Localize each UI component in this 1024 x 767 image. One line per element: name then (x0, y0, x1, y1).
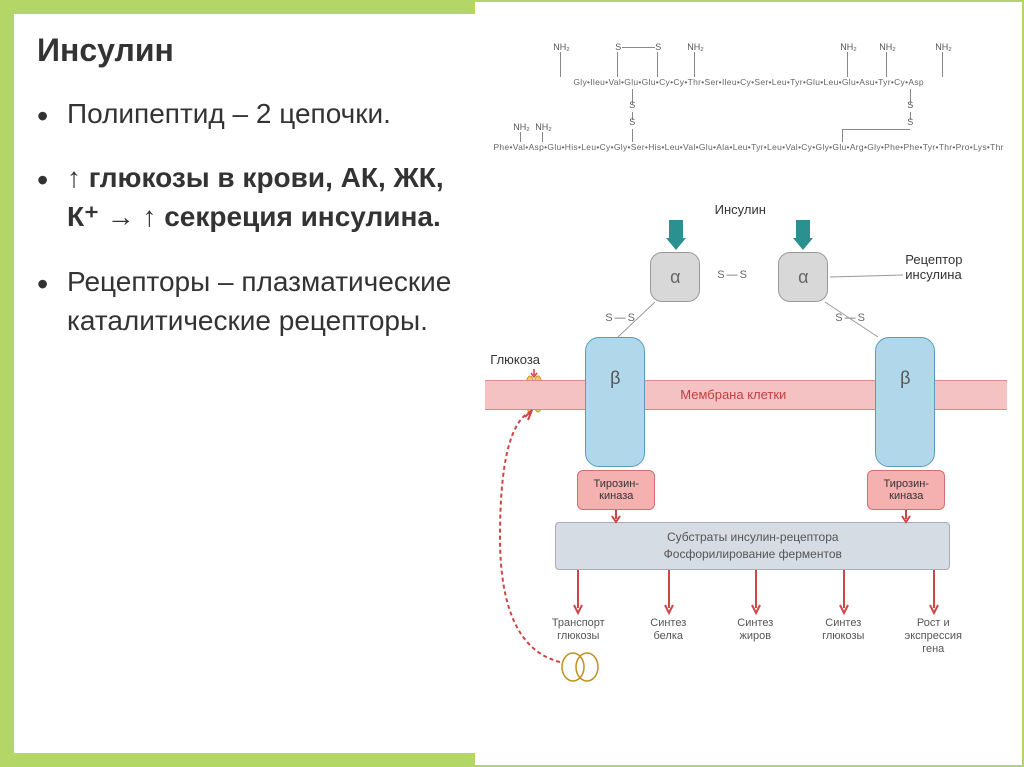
diagram-panel: NH₂ NH₂ NH₂ NH₂ NH₂ S S Gly•Ileu•Val•Glu… (475, 2, 1022, 765)
connector-line (610, 297, 660, 342)
connector-line (830, 272, 905, 302)
arrow-icon (610, 510, 622, 524)
substrate-box: Субстраты инсулин-рецептора Фосфорилиров… (555, 522, 950, 570)
s-bridge-line (622, 47, 655, 48)
insulin-arrow-icon (666, 220, 686, 250)
nh2-label: NH₂ (687, 42, 704, 52)
s-label: S (615, 42, 621, 52)
insulin-sequence-diagram: NH₂ NH₂ NH₂ NH₂ NH₂ S S Gly•Ileu•Val•Glu… (485, 22, 1012, 177)
nh2-line (694, 52, 695, 77)
ss-link-label: S—S (717, 269, 749, 281)
s-label: S (907, 100, 913, 110)
s-label: S (655, 42, 661, 52)
output-label: Синтез белка (638, 617, 698, 643)
bullet-item: Полипептид – 2 цепочки. (37, 94, 455, 133)
feedback-arrow-icon (490, 397, 565, 677)
glucose-vesicle-icon (560, 652, 600, 682)
substrate-line2: Фосфорилирование ферментов (664, 546, 842, 563)
beta-subunit: β (585, 337, 645, 467)
nh2-label: NH₂ (935, 42, 952, 52)
alpha-subunit: α (650, 252, 700, 302)
chain-b-sequence: Phe•Val•Asp•Glu•His•Leu•Cy•Gly•Ser•His•L… (485, 142, 1012, 152)
nh2-line (520, 132, 521, 142)
receptor-label: Рецептор инсулина (905, 252, 983, 282)
bullet-item: ↑ глюкозы в крови, АК, ЖК, К⁺ → ↑ секрец… (37, 158, 455, 236)
nh2-line (542, 132, 543, 142)
output-label: Синтез жиров (725, 617, 785, 643)
arrow-icon (900, 510, 912, 524)
arrow-icon (838, 570, 850, 615)
s-bridge-line (657, 52, 658, 77)
ss-line (632, 129, 633, 142)
chain-a-sequence: Gly•Ileu•Val•Glu•Glu•Cy•Cy•Thr•Ser•Ileu•… (485, 77, 1012, 87)
beta-subunit: β (875, 337, 935, 467)
substrate-line1: Субстраты инсулин-рецептора (664, 529, 842, 546)
arrow-icon (928, 570, 940, 615)
tyrosine-kinase-box: Тирозин-киназа (577, 470, 655, 510)
nh2-line (886, 52, 887, 77)
output-label: Рост и экспрессия гена (893, 617, 973, 657)
slide-title: Инсулин (37, 32, 455, 69)
connector-line (820, 297, 880, 342)
s-bridge-line (617, 52, 618, 77)
membrane-label: Мембрана клетки (680, 387, 786, 402)
arrow-icon (663, 570, 675, 615)
ss-bridge-line (842, 129, 910, 130)
nh2-label: NH₂ (513, 122, 530, 132)
main-container: Инсулин Полипептид – 2 цепочки. ↑ глюкоз… (0, 0, 1024, 767)
nh2-label: NH₂ (879, 42, 896, 52)
text-panel: Инсулин Полипептид – 2 цепочки. ↑ глюкоз… (2, 2, 475, 765)
nh2-label: NH₂ (840, 42, 857, 52)
glucose-label: Глюкоза (490, 352, 555, 367)
arrow-icon (750, 570, 762, 615)
tyrosine-kinase-box: Тирозин-киназа (867, 470, 945, 510)
s-label: S (629, 117, 635, 127)
output-label: Синтез глюкозы (813, 617, 873, 643)
nh2-line (942, 52, 943, 77)
bullet-item: Рецепторы – плазматические каталитически… (37, 262, 455, 340)
insulin-arrow-icon (793, 220, 813, 250)
receptor-diagram: Инсулин α α S—S Рецептор инсулина S—S S—… (485, 197, 1007, 750)
bullet-list: Полипептид – 2 цепочки. ↑ глюкозы в кров… (37, 94, 455, 340)
alpha-subunit: α (778, 252, 828, 302)
insulin-label: Инсулин (700, 202, 780, 217)
s-label: S (907, 117, 913, 127)
arrow-icon (529, 369, 539, 379)
ss-line (842, 129, 843, 142)
nh2-label: NH₂ (535, 122, 552, 132)
nh2-label: NH₂ (553, 42, 570, 52)
arrow-icon (572, 570, 584, 615)
nh2-line (847, 52, 848, 77)
nh2-line (560, 52, 561, 77)
s-label: S (629, 100, 635, 110)
